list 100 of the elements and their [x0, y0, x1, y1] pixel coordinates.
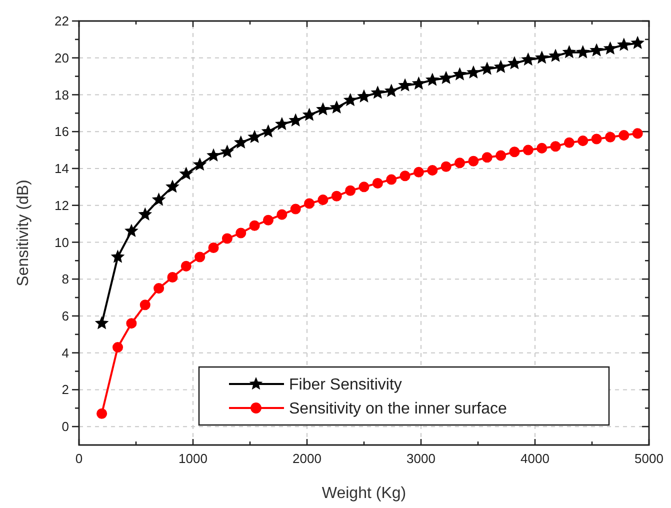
point	[386, 174, 397, 185]
point	[262, 124, 275, 138]
point	[549, 49, 562, 62]
point	[180, 260, 192, 272]
point	[222, 233, 232, 244]
point	[384, 84, 398, 97]
point	[468, 156, 479, 166]
point	[509, 146, 520, 158]
point	[550, 141, 561, 152]
point	[618, 130, 630, 141]
point	[344, 93, 357, 106]
point	[535, 51, 548, 64]
point	[604, 132, 616, 142]
legend-label: Fiber Sensitivity	[289, 376, 402, 394]
x-tick-label: 3000	[406, 451, 436, 466]
point	[400, 170, 410, 182]
point	[304, 198, 315, 209]
point	[426, 73, 439, 86]
y-tick-label: 10	[54, 234, 69, 250]
point	[496, 150, 506, 161]
point	[248, 130, 262, 143]
y-tick-label: 20	[54, 50, 69, 66]
y-tick-label: 18	[54, 87, 69, 102]
point	[482, 152, 492, 163]
point	[398, 78, 412, 92]
point	[236, 228, 246, 238]
point	[154, 283, 164, 294]
point	[536, 142, 548, 154]
point	[358, 90, 370, 102]
y-axis-title: Sensitivity (dB)	[15, 180, 32, 286]
y-tick-label: 6	[62, 308, 69, 324]
point	[180, 167, 193, 180]
point	[262, 214, 274, 226]
point	[318, 194, 328, 206]
point	[331, 190, 342, 202]
y-tick-label: 22	[54, 14, 69, 29]
point	[166, 180, 179, 192]
x-tick-label: 4000	[520, 451, 550, 466]
point	[591, 134, 602, 144]
point	[193, 158, 206, 170]
point	[276, 209, 288, 220]
point	[440, 161, 452, 172]
point	[358, 182, 370, 192]
point	[576, 46, 590, 58]
x-tick-label: 1000	[178, 451, 208, 466]
x-tick-label: 0	[75, 451, 83, 466]
point	[275, 117, 288, 130]
point	[412, 76, 426, 90]
point	[522, 144, 534, 156]
point	[152, 193, 166, 206]
y-tick-label: 16	[54, 124, 69, 140]
point	[371, 86, 384, 98]
point	[302, 108, 316, 121]
point	[427, 165, 438, 176]
point	[316, 102, 330, 116]
point	[590, 44, 604, 56]
x-axis-title: Weight (Kg)	[322, 485, 406, 502]
point	[578, 136, 588, 146]
point	[562, 46, 576, 58]
point	[249, 220, 260, 231]
point	[480, 62, 494, 74]
y-tick-label: 8	[62, 272, 69, 287]
y-tick-label: 4	[62, 345, 69, 360]
point	[96, 408, 108, 419]
point	[138, 208, 152, 220]
y-tick-label: 0	[62, 419, 69, 434]
point	[345, 185, 356, 196]
point	[167, 272, 178, 282]
point	[220, 145, 234, 158]
legend-label: Sensitivity on the inner surface	[289, 400, 507, 418]
point	[290, 204, 301, 214]
point	[330, 100, 344, 114]
point	[111, 250, 124, 263]
point	[564, 137, 574, 148]
point	[289, 114, 302, 126]
point	[112, 342, 124, 353]
point	[440, 71, 453, 84]
x-tick-label: 2000	[292, 451, 322, 466]
point	[631, 36, 644, 49]
point	[124, 224, 138, 237]
point	[604, 42, 617, 54]
point	[632, 128, 643, 139]
x-tick-label: 5000	[634, 451, 664, 466]
point	[372, 178, 383, 188]
point	[453, 68, 466, 80]
point	[126, 318, 137, 329]
point	[454, 158, 466, 168]
point	[208, 242, 219, 254]
point	[140, 300, 150, 310]
point	[466, 66, 480, 78]
point	[194, 252, 206, 262]
point	[207, 148, 220, 162]
point	[508, 56, 521, 69]
point	[522, 52, 535, 66]
y-tick-label: 12	[54, 198, 69, 213]
point	[234, 136, 248, 148]
point	[617, 38, 630, 51]
y-tick-label: 2	[62, 382, 69, 398]
point	[95, 316, 108, 329]
point	[494, 60, 508, 73]
